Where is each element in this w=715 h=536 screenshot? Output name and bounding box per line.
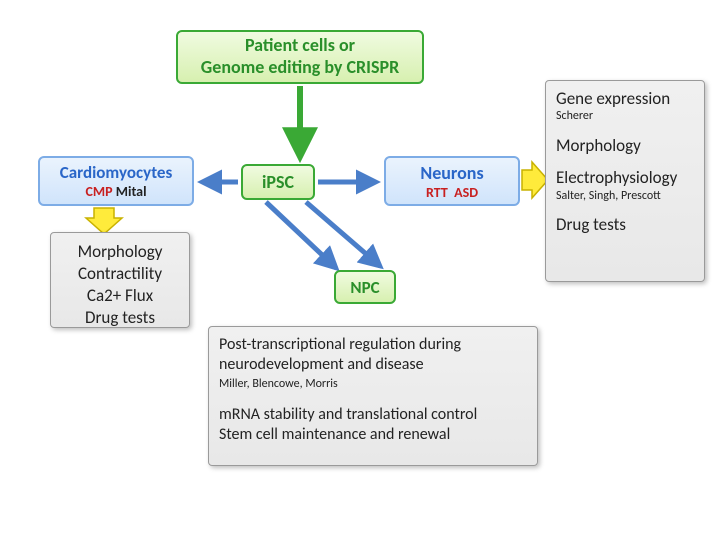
- bottom-b1-sub: Miller, Blencowe, Morris: [219, 377, 527, 391]
- r-g3-head: Electrophysiology: [556, 168, 694, 188]
- bottom-b2-l1: mRNA stability and translational control: [219, 405, 527, 425]
- node-cardiomyocytes: Cardiomyocytes CMP Mital: [38, 156, 194, 206]
- cardio-title: Cardiomyocytes: [60, 162, 172, 183]
- r-g1-sub: Scherer: [556, 109, 694, 123]
- neurons-sub2: ASD: [454, 184, 478, 201]
- npc-label: NPC: [350, 277, 379, 298]
- block-arrow-cardio: [86, 208, 122, 234]
- info-box-neuron-tests: Gene expression Scherer Morphology Elect…: [545, 80, 705, 282]
- r-g1-head: Gene expression: [556, 89, 694, 109]
- ipsc-label: iPSC: [262, 171, 294, 193]
- node-neurons: Neurons RTT ASD: [384, 156, 520, 206]
- node-ipsc: iPSC: [241, 164, 315, 200]
- arrow-ipsc-npc-left: [266, 202, 336, 268]
- node-patient-cells: Patient cells or Genome editing by CRISP…: [176, 30, 424, 84]
- neurons-sub1: RTT: [426, 184, 448, 201]
- info-box-cardio-tests: Morphology Contractility Ca2+ Flux Drug …: [50, 232, 190, 328]
- neurons-title: Neurons: [420, 162, 483, 184]
- bottom-b1-head: Post-transcriptional regulation during n…: [219, 335, 527, 375]
- left-line4: Drug tests: [61, 307, 179, 329]
- r-g3-sub: Salter, Singh, Prescott: [556, 189, 694, 203]
- node-npc: NPC: [334, 270, 396, 304]
- arrow-ipsc-npc-right: [306, 202, 380, 266]
- r-g2-head: Morphology: [556, 136, 694, 156]
- cardio-sub2: Mital: [116, 183, 147, 200]
- patient-line2: Genome editing by CRISPR: [201, 56, 399, 78]
- left-line1: Morphology: [61, 241, 179, 263]
- info-box-bottom: Post-transcriptional regulation during n…: [208, 326, 538, 466]
- patient-line1: Patient cells or: [245, 34, 355, 56]
- left-line3: Ca2+ Flux: [61, 285, 179, 307]
- bottom-b2-l2: Stem cell maintenance and renewal: [219, 425, 527, 445]
- left-line2: Contractility: [61, 263, 179, 285]
- cardio-sub1: CMP: [85, 183, 112, 200]
- r-g4-head: Drug tests: [556, 215, 694, 235]
